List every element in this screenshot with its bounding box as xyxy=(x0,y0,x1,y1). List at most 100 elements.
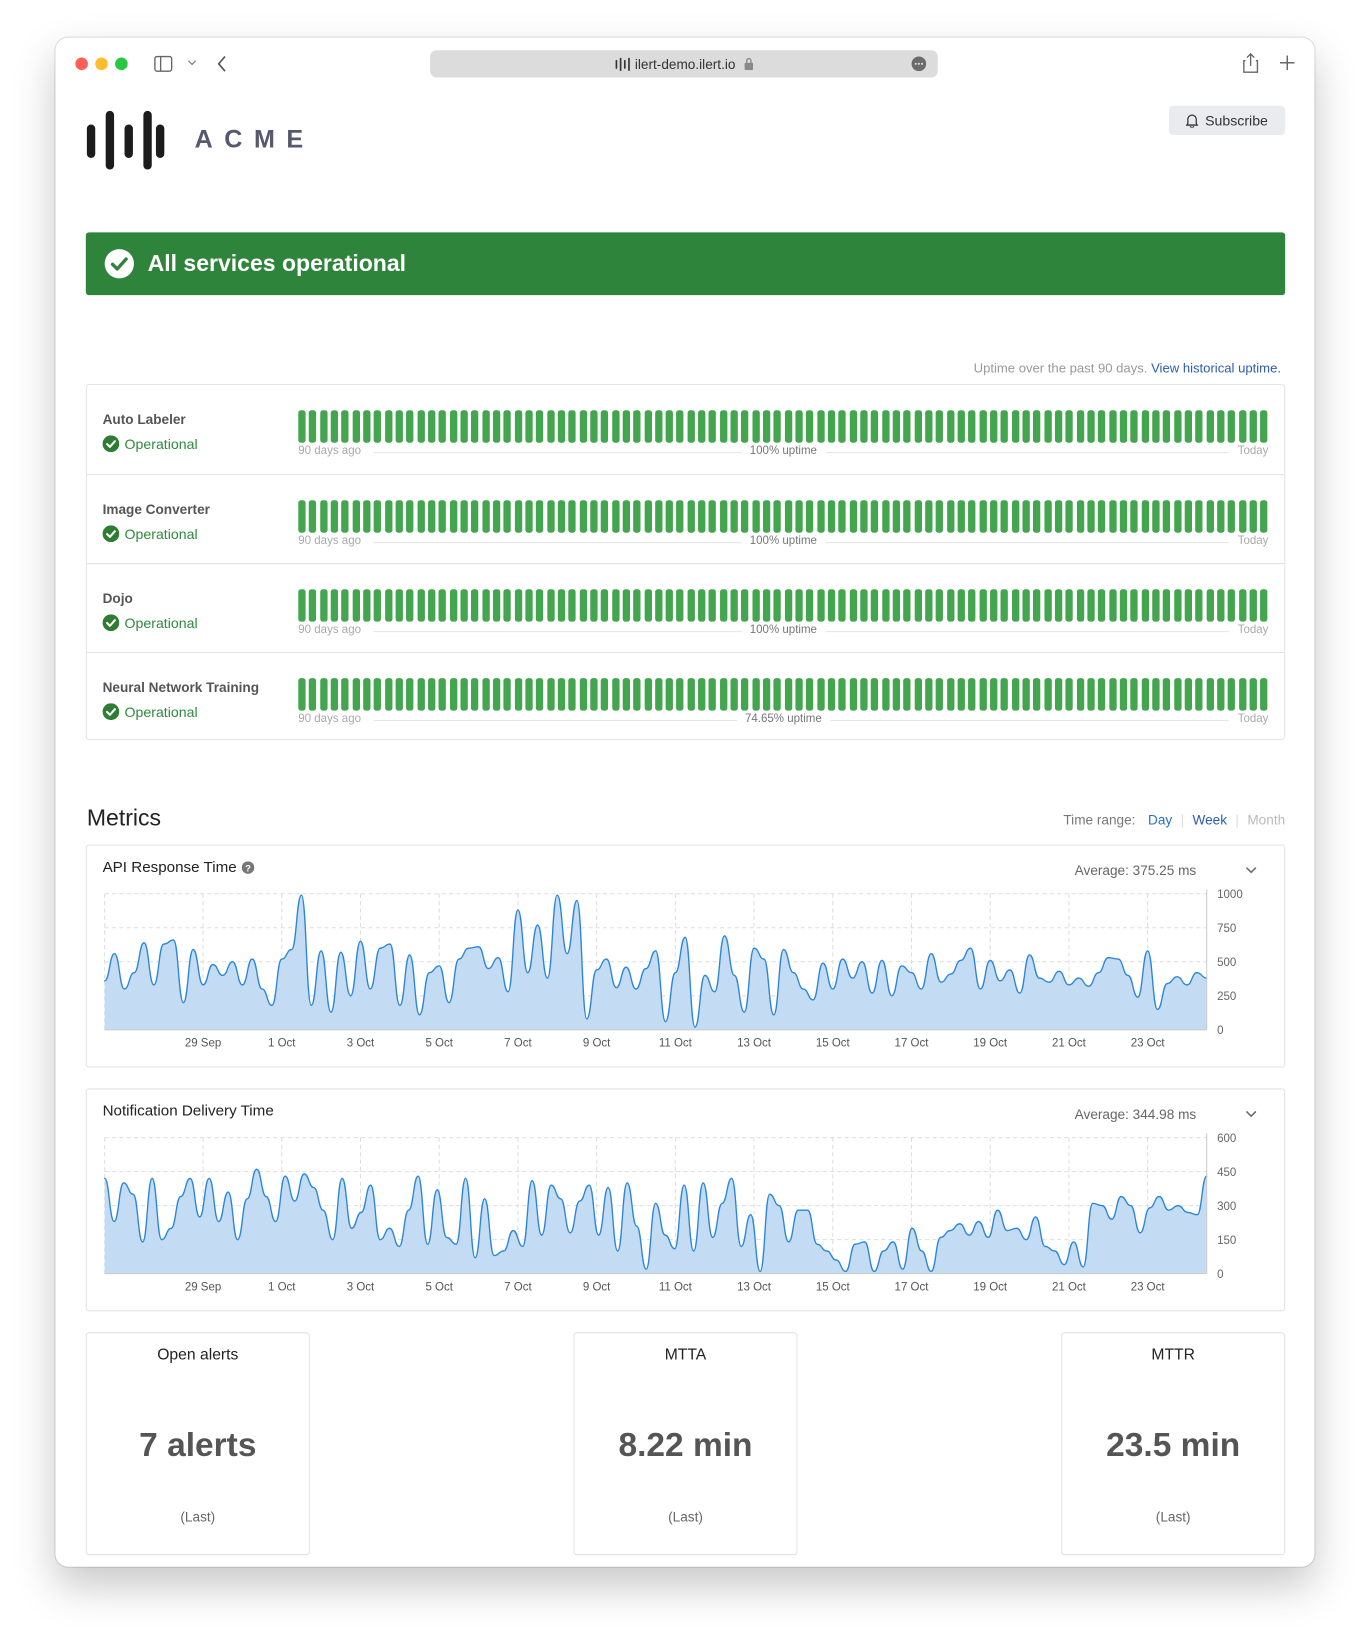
uptime-day-bar[interactable] xyxy=(806,410,814,443)
uptime-day-bar[interactable] xyxy=(676,678,684,711)
subscribe-button[interactable]: Subscribe xyxy=(1169,105,1286,136)
uptime-day-bar[interactable] xyxy=(914,678,922,711)
uptime-day-bar[interactable] xyxy=(1217,410,1225,443)
uptime-day-bar[interactable] xyxy=(968,410,976,443)
uptime-day-bar[interactable] xyxy=(892,678,901,711)
uptime-day-bar[interactable] xyxy=(1260,678,1268,711)
uptime-day-bar[interactable] xyxy=(395,589,403,622)
uptime-day-bar[interactable] xyxy=(1022,589,1030,622)
uptime-day-bar[interactable] xyxy=(395,500,403,533)
uptime-day-bar[interactable] xyxy=(892,410,901,443)
uptime-day-bar[interactable] xyxy=(698,410,706,443)
uptime-day-bar[interactable] xyxy=(482,500,490,533)
uptime-day-bar[interactable] xyxy=(373,410,382,443)
uptime-day-bar[interactable] xyxy=(936,500,944,533)
uptime-day-bar[interactable] xyxy=(881,500,890,533)
uptime-day-bar[interactable] xyxy=(892,589,901,622)
uptime-day-bar[interactable] xyxy=(384,678,393,711)
uptime-day-bar[interactable] xyxy=(546,410,555,443)
uptime-day-bar[interactable] xyxy=(330,589,339,622)
uptime-day-bar[interactable] xyxy=(1260,589,1268,622)
uptime-day-bar[interactable] xyxy=(1238,410,1246,443)
sidebar-icon[interactable] xyxy=(154,55,173,72)
uptime-day-bar[interactable] xyxy=(471,678,479,711)
uptime-day-bar[interactable] xyxy=(730,678,738,711)
uptime-day-bar[interactable] xyxy=(600,589,609,622)
uptime-day-bar[interactable] xyxy=(1119,410,1128,443)
uptime-day-bar[interactable] xyxy=(957,589,965,622)
uptime-day-bar[interactable] xyxy=(1130,410,1138,443)
uptime-day-bar[interactable] xyxy=(925,410,933,443)
uptime-day-bar[interactable] xyxy=(471,500,479,533)
uptime-day-bar[interactable] xyxy=(298,410,306,443)
uptime-day-bar[interactable] xyxy=(654,500,663,533)
uptime-day-bar[interactable] xyxy=(1152,678,1160,711)
uptime-day-bar[interactable] xyxy=(1162,589,1171,622)
uptime-day-bar[interactable] xyxy=(1260,410,1268,443)
uptime-day-bar[interactable] xyxy=(860,410,868,443)
zoom-window-button[interactable] xyxy=(115,57,128,71)
uptime-day-bar[interactable] xyxy=(806,500,814,533)
uptime-day-bar[interactable] xyxy=(773,678,782,711)
uptime-day-bar[interactable] xyxy=(309,410,317,443)
uptime-day-bar[interactable] xyxy=(525,410,533,443)
uptime-day-bar[interactable] xyxy=(773,589,782,622)
uptime-day-bar[interactable] xyxy=(709,589,717,622)
uptime-day-bar[interactable] xyxy=(1238,500,1246,533)
uptime-day-bar[interactable] xyxy=(600,500,609,533)
uptime-day-bar[interactable] xyxy=(633,589,641,622)
uptime-day-bar[interactable] xyxy=(806,678,814,711)
uptime-day-bar[interactable] xyxy=(784,410,793,443)
uptime-day-bar[interactable] xyxy=(460,589,468,622)
uptime-day-bar[interactable] xyxy=(1087,500,1095,533)
uptime-day-bar[interactable] xyxy=(1065,500,1074,533)
uptime-day-bar[interactable] xyxy=(827,500,836,533)
uptime-day-bar[interactable] xyxy=(795,678,803,711)
uptime-day-bar[interactable] xyxy=(536,500,544,533)
uptime-day-bar[interactable] xyxy=(1011,678,1019,711)
close-window-button[interactable] xyxy=(75,57,88,71)
uptime-day-bar[interactable] xyxy=(546,500,555,533)
uptime-day-bar[interactable] xyxy=(1217,678,1225,711)
uptime-day-bar[interactable] xyxy=(503,500,511,533)
uptime-day-bar[interactable] xyxy=(427,500,436,533)
uptime-day-bar[interactable] xyxy=(968,678,976,711)
uptime-day-bar[interactable] xyxy=(763,678,771,711)
uptime-day-bar[interactable] xyxy=(849,500,857,533)
uptime-day-bar[interactable] xyxy=(633,500,641,533)
uptime-day-bar[interactable] xyxy=(752,678,760,711)
uptime-day-bar[interactable] xyxy=(654,589,663,622)
uptime-day-bar[interactable] xyxy=(1022,410,1030,443)
uptime-day-bar[interactable] xyxy=(730,589,738,622)
uptime-day-bar[interactable] xyxy=(1141,500,1149,533)
uptime-day-bar[interactable] xyxy=(741,500,749,533)
uptime-day-bar[interactable] xyxy=(838,410,847,443)
uptime-day-bar[interactable] xyxy=(687,410,695,443)
uptime-day-bar[interactable] xyxy=(438,589,447,622)
uptime-day-bar[interactable] xyxy=(449,410,457,443)
uptime-day-bar[interactable] xyxy=(1227,410,1236,443)
uptime-day-bar[interactable] xyxy=(417,500,425,533)
uptime-day-bar[interactable] xyxy=(936,678,944,711)
uptime-day-bar[interactable] xyxy=(644,678,652,711)
uptime-day-bar[interactable] xyxy=(709,678,717,711)
uptime-day-bar[interactable] xyxy=(1033,678,1041,711)
uptime-day-bar[interactable] xyxy=(633,410,641,443)
uptime-day-bar[interactable] xyxy=(849,678,857,711)
uptime-day-bar[interactable] xyxy=(709,500,717,533)
uptime-day-bar[interactable] xyxy=(352,589,360,622)
uptime-day-bar[interactable] xyxy=(330,678,339,711)
uptime-day-bar[interactable] xyxy=(503,678,511,711)
uptime-day-bar[interactable] xyxy=(1076,410,1084,443)
uptime-day-bar[interactable] xyxy=(1087,589,1095,622)
uptime-day-bar[interactable] xyxy=(838,589,847,622)
uptime-day-bar[interactable] xyxy=(579,500,587,533)
uptime-day-bar[interactable] xyxy=(471,410,479,443)
uptime-day-bar[interactable] xyxy=(806,589,814,622)
uptime-day-bar[interactable] xyxy=(968,589,976,622)
uptime-day-bar[interactable] xyxy=(1119,678,1128,711)
uptime-day-bar[interactable] xyxy=(957,678,965,711)
uptime-day-bar[interactable] xyxy=(622,589,630,622)
uptime-day-bar[interactable] xyxy=(1238,589,1246,622)
uptime-day-bar[interactable] xyxy=(492,500,501,533)
